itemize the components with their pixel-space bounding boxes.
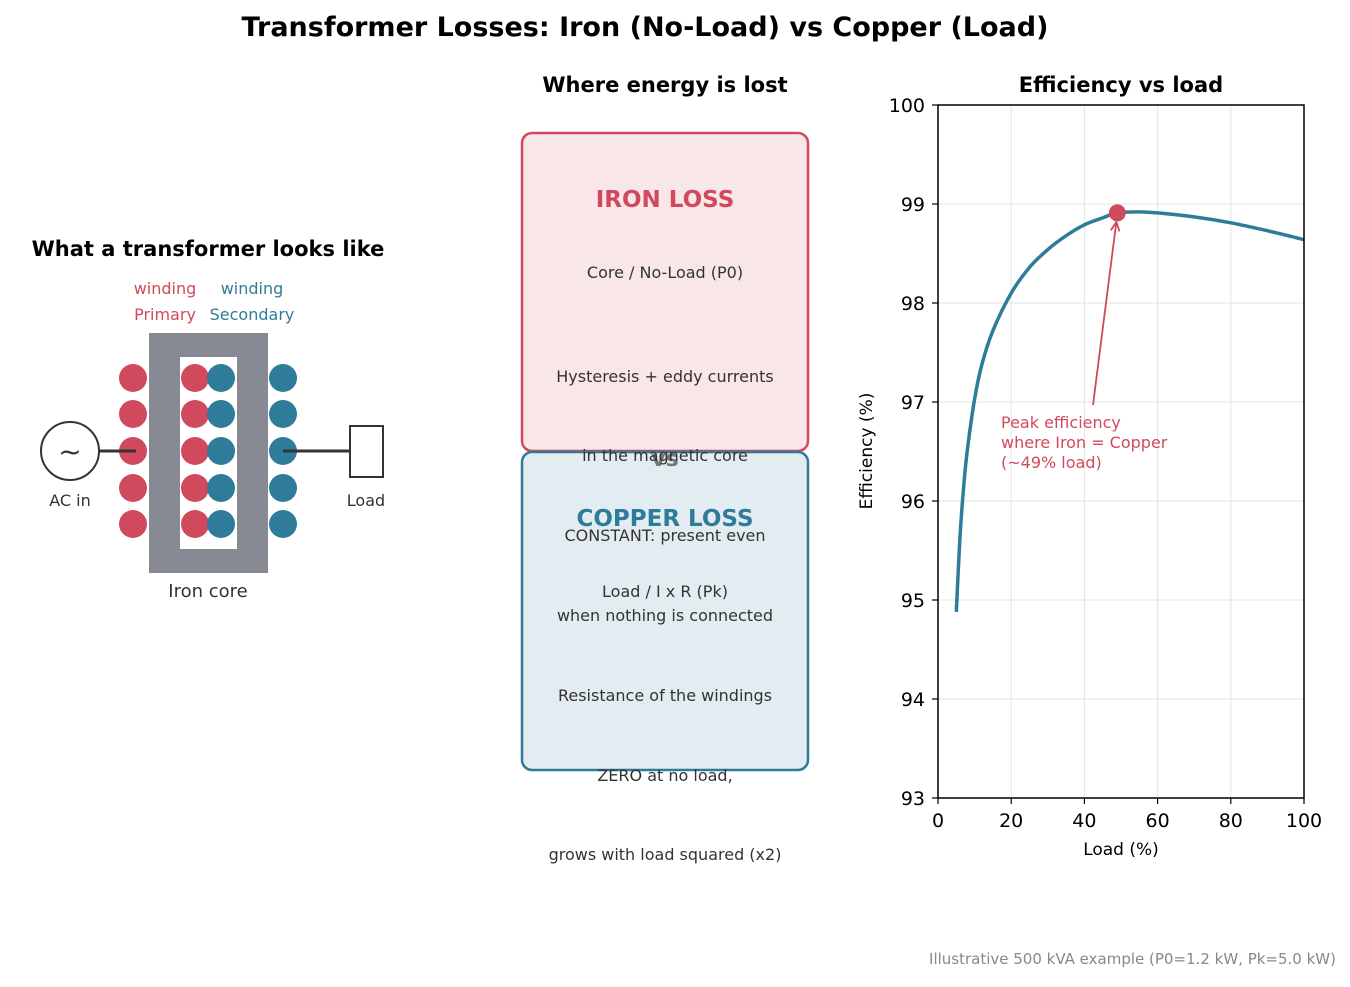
x-tick-label: 0 <box>932 810 944 832</box>
copper-loss-line: ZERO at no load, <box>597 766 732 785</box>
plot-frame <box>937 104 1305 799</box>
primary-label-line1: winding <box>134 279 197 298</box>
losses-heading: Where energy is lost <box>542 73 787 97</box>
primary-winding-outer <box>119 364 147 538</box>
secondary-label-line2: Secondary <box>210 305 295 324</box>
iron-loss-box <box>520 131 810 453</box>
iron-loss-line: CONSTANT: present even <box>564 526 765 545</box>
copper-loss-title: COPPER LOSS <box>576 506 753 532</box>
loss-comparison: Where energy is lost vs IRON LOSS Core /… <box>520 73 810 864</box>
annotation-arrowhead <box>1110 219 1121 232</box>
y-axis-label: Efficiency (%) <box>857 393 877 510</box>
x-tick-label: 20 <box>999 810 1023 832</box>
x-tick-label: 60 <box>1146 810 1170 832</box>
chart-annotation: Peak efficiency where Iron = Copper (~49… <box>1001 219 1168 472</box>
annotation-line: where Iron = Copper <box>1001 433 1168 452</box>
iron-loss-line: Hysteresis + eddy currents <box>556 367 773 386</box>
annotation-arrow <box>1092 221 1118 406</box>
transformer-diagram: What a transformer looks like winding Pr… <box>32 237 386 602</box>
x-tick-label: 80 <box>1219 810 1243 832</box>
ac-source-symbol: ~ <box>58 435 81 468</box>
secondary-label-line1: winding <box>221 279 284 298</box>
copper-loss-subtitle: Load / I x R (Pk) <box>602 582 728 601</box>
copper-loss-line: Resistance of the windings <box>558 686 772 705</box>
iron-loss-line: when nothing is connected <box>557 606 773 625</box>
secondary-winding-inner <box>207 364 235 538</box>
secondary-winding-outer <box>269 364 297 538</box>
y-tick-label: 96 <box>901 491 925 513</box>
iron-loss-line: in the magnetic core <box>582 446 748 465</box>
iron-core <box>149 333 268 573</box>
y-tick-label: 98 <box>901 293 925 315</box>
chart-ticks: 0 20 40 60 80 100 93 94 95 96 97 98 99 100 <box>889 95 1322 832</box>
y-tick-label: 95 <box>901 590 925 612</box>
y-tick-label: 94 <box>901 689 925 711</box>
footnote: Illustrative 500 kVA example (P0=1.2 kW,… <box>929 950 1336 968</box>
annotation-line: (~49% load) <box>1001 453 1102 472</box>
primary-winding-inner <box>181 364 209 538</box>
iron-loss-subtitle: Core / No-Load (P0) <box>587 263 743 282</box>
primary-label-line2: Primary <box>134 305 196 324</box>
iron-loss-title: IRON LOSS <box>596 187 735 213</box>
figure-title: Transformer Losses: Iron (No-Load) vs Co… <box>242 12 1049 43</box>
chart-title: Efficiency vs load <box>1019 73 1223 97</box>
diagram-heading: What a transformer looks like <box>32 237 385 261</box>
y-tick-label: 93 <box>901 788 925 810</box>
copper-loss-line: grows with load squared (x2) <box>549 845 782 864</box>
vs-label: vs <box>651 447 678 472</box>
x-tick-label: 40 <box>1072 810 1096 832</box>
ac-source-label: AC in <box>49 491 91 510</box>
y-tick-label: 100 <box>889 95 925 117</box>
load-icon <box>349 425 384 478</box>
load-label: Load <box>347 491 385 510</box>
x-tick-label: 100 <box>1286 810 1322 832</box>
core-label: Iron core <box>168 581 247 602</box>
efficiency-curve <box>954 210 1305 612</box>
x-axis-label: Load (%) <box>1083 840 1159 860</box>
peak-point <box>1108 204 1126 222</box>
y-tick-label: 99 <box>901 194 925 216</box>
copper-loss-box <box>520 450 810 772</box>
y-tick-label: 97 <box>901 392 925 414</box>
chart-series <box>954 204 1305 612</box>
annotation-line: Peak efficiency <box>1001 413 1121 432</box>
efficiency-chart: Efficiency vs load 0 20 40 60 80 100 93 94 95 96 9… <box>857 73 1322 860</box>
